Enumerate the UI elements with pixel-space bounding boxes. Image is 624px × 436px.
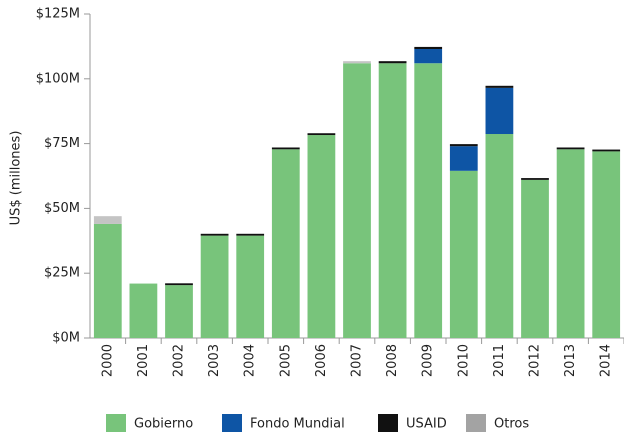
legend-label: Otros: [494, 417, 529, 432]
legend-swatch: [106, 414, 126, 434]
bar-segment: [165, 285, 193, 338]
bar-segment: [93, 223, 122, 338]
bar-segment: [271, 149, 300, 338]
x-tick-label: 2010: [456, 344, 471, 377]
bar-segment: [449, 146, 478, 171]
x-tick-label: 2013: [563, 344, 578, 377]
bar-segment: [485, 134, 514, 338]
x-tick-label: 2008: [385, 344, 400, 377]
bar-segment: [236, 233, 265, 236]
bar-segment: [449, 170, 478, 338]
x-tick-label: 2012: [528, 344, 543, 377]
bar-segment: [414, 63, 443, 339]
bar-segment: [236, 235, 265, 338]
legend-swatch: [378, 414, 398, 434]
bar-segment: [200, 233, 229, 236]
bar-segment: [343, 63, 371, 339]
legend-label: USAID: [406, 417, 447, 432]
bar-segment: [485, 87, 514, 135]
y-tick-label: $50M: [44, 201, 80, 216]
x-tick-label: 2009: [421, 344, 436, 377]
bar-segment: [129, 283, 158, 338]
x-tick-label: 2001: [136, 344, 151, 377]
legend-label: Fondo Mundial: [250, 417, 345, 432]
bar-segment: [93, 216, 122, 224]
y-tick-label: $100M: [36, 71, 80, 86]
bar-segment: [271, 147, 300, 150]
bar-segment: [200, 235, 229, 338]
bar-segment: [165, 283, 193, 286]
x-tick-label: 2014: [599, 344, 614, 377]
bar-segment: [485, 85, 514, 88]
x-tick-label: 2004: [243, 344, 258, 377]
x-tick-label: 2003: [207, 344, 222, 377]
bar-segment: [556, 147, 585, 150]
bar-segment: [307, 135, 336, 338]
y-tick-label: $25M: [44, 266, 80, 281]
legend-label: Gobierno: [134, 417, 193, 432]
bar-segment: [556, 149, 585, 338]
x-tick-label: 2005: [278, 344, 293, 377]
y-axis-label: US$ (millones): [9, 131, 24, 226]
x-tick-label: 2002: [172, 344, 187, 377]
bar-segment: [307, 133, 336, 136]
bar-segment: [378, 61, 407, 64]
bar-segment: [521, 179, 549, 338]
x-tick-label: 2006: [314, 344, 329, 377]
y-tick-label: $125M: [36, 7, 80, 22]
bar-segment: [592, 151, 621, 338]
bar-segment: [343, 61, 371, 64]
legend-swatch: [466, 414, 486, 434]
y-tick-label: $0M: [52, 331, 80, 346]
x-tick-label: 2007: [350, 344, 365, 377]
y-tick-label: $75M: [44, 136, 80, 151]
legend-swatch: [222, 414, 242, 434]
bar-segment: [414, 46, 443, 49]
bar-segment: [521, 178, 549, 180]
bar-segment: [592, 149, 621, 152]
x-tick-label: 2011: [492, 344, 507, 377]
bar-segment: [378, 63, 407, 339]
x-tick-label: 2000: [100, 344, 115, 377]
bar-segment: [414, 48, 443, 64]
bar-segment: [449, 144, 478, 147]
